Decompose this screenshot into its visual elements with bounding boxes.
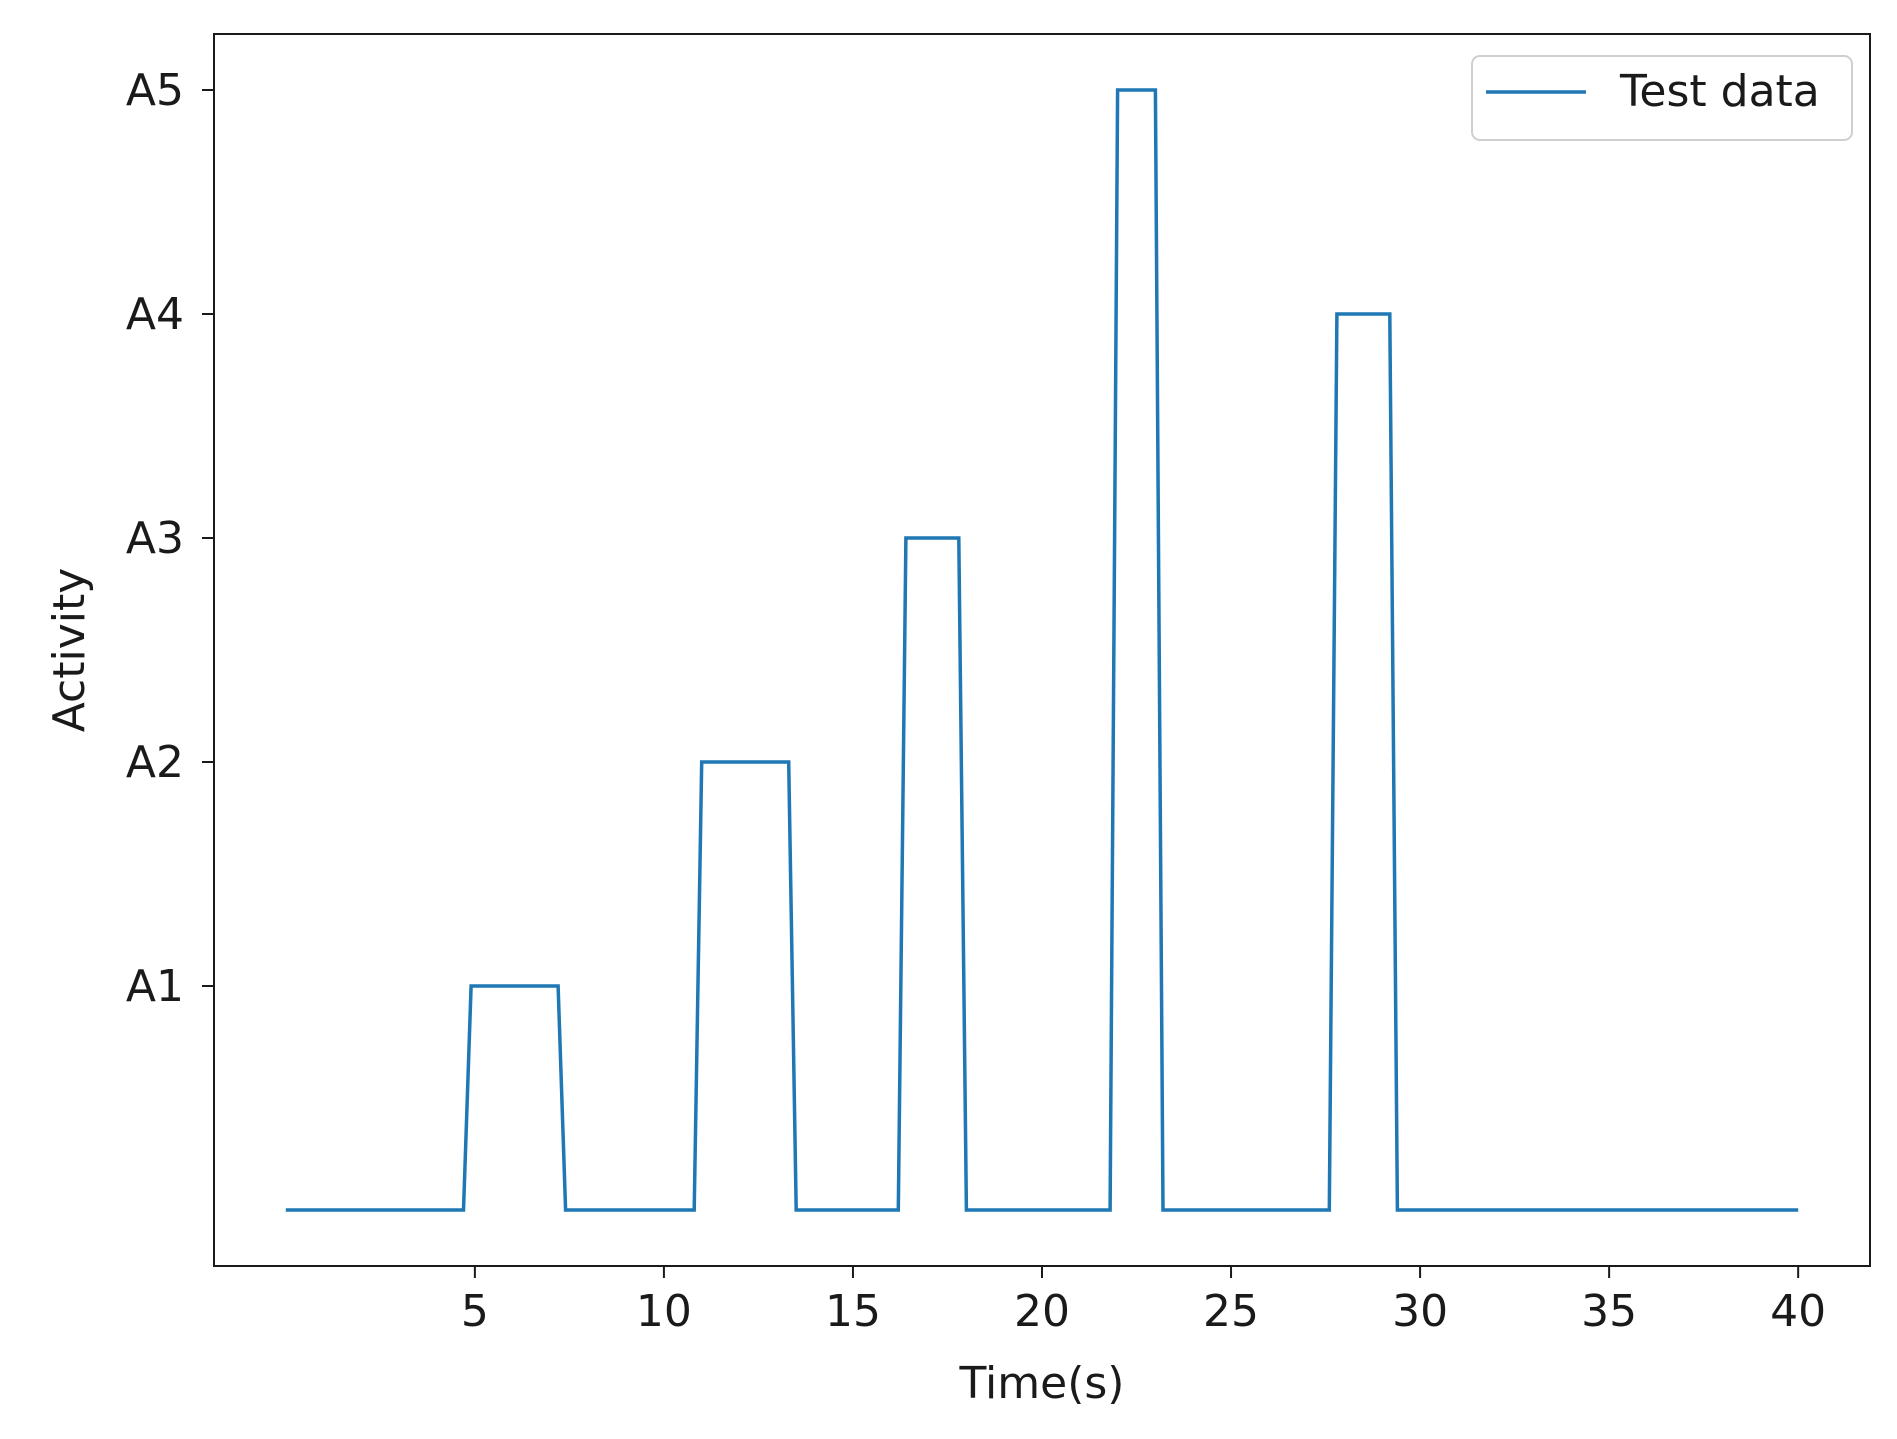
y-tick-label: A5 bbox=[126, 65, 184, 116]
x-axis-ticks: 5 10 15 20 25 30 35 40 bbox=[461, 1266, 1826, 1337]
y-tick-label: A4 bbox=[126, 289, 184, 340]
y-axis-label: Activity bbox=[44, 568, 95, 733]
y-tick-label: A2 bbox=[126, 737, 184, 788]
x-tick-label: 40 bbox=[1770, 1286, 1826, 1337]
series-line-test-data bbox=[285, 88, 1799, 1212]
x-axis-label: Time(s) bbox=[959, 1358, 1125, 1409]
x-tick-label: 30 bbox=[1392, 1286, 1448, 1337]
legend: Test data bbox=[1471, 55, 1853, 141]
series-layer bbox=[285, 88, 1799, 1212]
y-axis-ticks: A1 A2 A3 A4 A5 bbox=[126, 65, 214, 1012]
x-tick-label: 25 bbox=[1203, 1286, 1259, 1337]
legend-box bbox=[1471, 55, 1853, 141]
x-tick-label: 10 bbox=[636, 1286, 692, 1337]
x-tick-label: 15 bbox=[825, 1286, 881, 1337]
plot-frame bbox=[213, 33, 1871, 1267]
y-tick-label: A1 bbox=[126, 961, 184, 1012]
y-tick-label: A3 bbox=[126, 513, 184, 564]
x-tick-label: 20 bbox=[1014, 1286, 1070, 1337]
x-tick-label: 5 bbox=[461, 1286, 489, 1337]
legend-label-test-data: Test data bbox=[1619, 66, 1820, 117]
x-tick-label: 35 bbox=[1581, 1286, 1637, 1337]
